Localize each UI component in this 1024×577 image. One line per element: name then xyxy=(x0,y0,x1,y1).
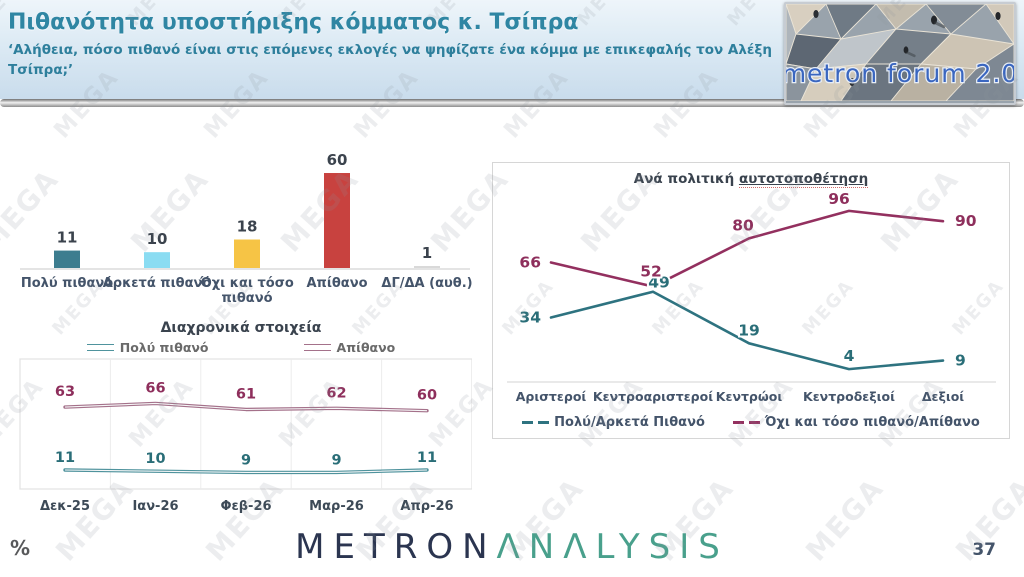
percent-unit-label: % xyxy=(10,536,31,560)
trend-chart-title: Διαχρονικά στοιχεία xyxy=(160,320,322,336)
bar-value-label: 60 xyxy=(327,151,348,169)
bar-category-label: Πολύ πιθανό xyxy=(21,276,113,291)
bar-category-label: Απίθανο xyxy=(306,276,367,291)
bar-category-label: ΔΓ/ΔΑ (αυθ.) xyxy=(381,276,472,291)
bar-value-label: 1 xyxy=(422,244,432,262)
pol-value-label: 49 xyxy=(648,274,670,292)
trend-month-label: Ιαν-26 xyxy=(132,499,178,514)
trend-value-label: 9 xyxy=(331,452,341,468)
trend-month-label: Μαρ-26 xyxy=(309,499,364,514)
legend-label: Πολύ/Αρκετά Πιθανό xyxy=(554,415,705,430)
bar-value-label: 18 xyxy=(237,218,258,236)
bar-chart-svg: 11 Πολύ πιθανό 10 Αρκετά πιθανό 18 Όχι και τό… xyxy=(20,151,473,306)
bar-category-label: πιθανό xyxy=(222,291,273,306)
bar-value-label: 10 xyxy=(147,230,168,248)
maroon-dash-swatch xyxy=(732,421,760,424)
pol-category-label: Κεντρώοι xyxy=(716,389,783,404)
bar-3 xyxy=(324,173,350,268)
teal-dash-swatch xyxy=(522,421,550,424)
trend-value-label: 11 xyxy=(417,450,437,466)
pedestrians xyxy=(813,10,1001,86)
trend-line-inner-0 xyxy=(64,469,428,473)
trend-value-label: 63 xyxy=(55,384,75,400)
bar-2 xyxy=(234,239,260,268)
legend-item: Όχι και τόσο πιθανό/Απίθανο xyxy=(732,415,980,430)
trend-value-label: 60 xyxy=(417,388,437,404)
bar-value-label: 11 xyxy=(57,229,78,247)
political-chart-svg: Αριστεροί Κεντροαριστεροί Κεντρώοι Κεντροδε… xyxy=(507,188,996,404)
pol-line-0 xyxy=(549,290,945,371)
bar-4 xyxy=(414,266,440,268)
metron-forum-logo-image: metron forum 2.0 xyxy=(786,4,1014,102)
legend-label: Πολύ πιθανό xyxy=(119,339,209,355)
pol-category-label: Δεξιοί xyxy=(922,389,964,404)
trend-chart-svg: 11 10 9 9 11 63 66 61 62 60 Δεκ-25 Ιαν-26 Φεβ-26 Μαρ-… xyxy=(19,358,473,514)
metron-forum-logo-text: metron forum 2.0 xyxy=(786,59,1014,88)
pol-value-label: 19 xyxy=(738,321,760,339)
pol-value-label: 96 xyxy=(828,190,850,208)
pol-category-label: Αριστεροί xyxy=(516,389,587,404)
political-chart-legend: Πολύ/Αρκετά Πιθανό Όχι και τόσο πιθανό/Α… xyxy=(493,415,1009,430)
legend-item: Απίθανο xyxy=(303,339,396,355)
bar-category-label: Αρκετά πιθανό xyxy=(103,276,212,291)
page-number: 37 xyxy=(972,540,996,560)
trend-chart: Διαχρονικά στοιχεία Πολύ πιθανό Απίθανο … xyxy=(10,320,473,532)
political-chart: Αριστεροί Κεντροαριστεροί Κεντρώοι Κεντροδε… xyxy=(492,162,1010,439)
political-chart-title: Ανά πολιτική αυτοτοποθέτηση xyxy=(493,171,1009,188)
pol-value-label: 4 xyxy=(844,347,855,365)
bar-1 xyxy=(144,252,170,268)
trend-value-label: 11 xyxy=(55,450,75,466)
header-divider xyxy=(0,99,1024,107)
trend-value-label: 9 xyxy=(241,452,251,468)
pol-value-label: 66 xyxy=(519,253,541,271)
trend-month-label: Δεκ-25 xyxy=(40,499,90,514)
trend-value-label: 66 xyxy=(145,380,165,396)
trend-line-inner-1 xyxy=(64,402,428,412)
pol-value-label: 9 xyxy=(955,352,966,370)
trend-value-label: 62 xyxy=(326,385,346,401)
trend-month-label: Φεβ-26 xyxy=(220,499,271,514)
teal-line-swatch xyxy=(86,343,114,351)
pol-value-label: 34 xyxy=(519,309,541,327)
bar-chart: 11 Πολύ πιθανό 10 Αρκετά πιθανό 18 Όχι και τό… xyxy=(8,130,478,312)
brand-metron: METRON xyxy=(295,527,497,567)
bar-category-label: Όχι και τόσο xyxy=(199,276,294,291)
legend-item: Πολύ πιθανό xyxy=(86,339,209,355)
trend-value-label: 61 xyxy=(236,386,256,402)
maroon-line-swatch xyxy=(303,343,331,351)
trend-month-label: Απρ-26 xyxy=(400,499,453,514)
page-subtitle: ‘Αλήθεια, πόσο πιθανό είναι στις επόμενε… xyxy=(8,42,773,79)
pol-value-label: 80 xyxy=(732,216,754,234)
page-title: Πιθανότητα υποστήριξης κόμματος κ. Τσίπρ… xyxy=(8,10,579,35)
legend-label: Όχι και τόσο πιθανό/Απίθανο xyxy=(764,415,980,430)
pol-category-label: Κεντροαριστεροί xyxy=(593,389,713,404)
pol-category-label: Κεντροδεξιοί xyxy=(803,389,895,404)
trend-value-label: 10 xyxy=(145,451,165,467)
legend-item: Πολύ/Αρκετά Πιθανό xyxy=(522,415,705,430)
pol-value-label: 90 xyxy=(955,212,977,230)
pol-line-1 xyxy=(549,209,945,288)
metron-forum-logo: metron forum 2.0 xyxy=(784,2,1016,105)
brand-analysis: ΛNΛLYSIS xyxy=(496,527,729,567)
legend-label: Απίθανο xyxy=(336,339,396,355)
bar-0 xyxy=(54,250,80,268)
pol-value-label: 52 xyxy=(640,263,662,281)
political-chart-title-prefix: Ανά πολιτική xyxy=(633,171,739,187)
metron-analysis-logo: METRONΛNΛLYSIS xyxy=(0,527,1024,567)
trend-chart-legend: Πολύ πιθανό Απίθανο xyxy=(10,339,472,355)
political-chart-title-underlined: αυτοτοποθέτηση xyxy=(738,171,869,188)
